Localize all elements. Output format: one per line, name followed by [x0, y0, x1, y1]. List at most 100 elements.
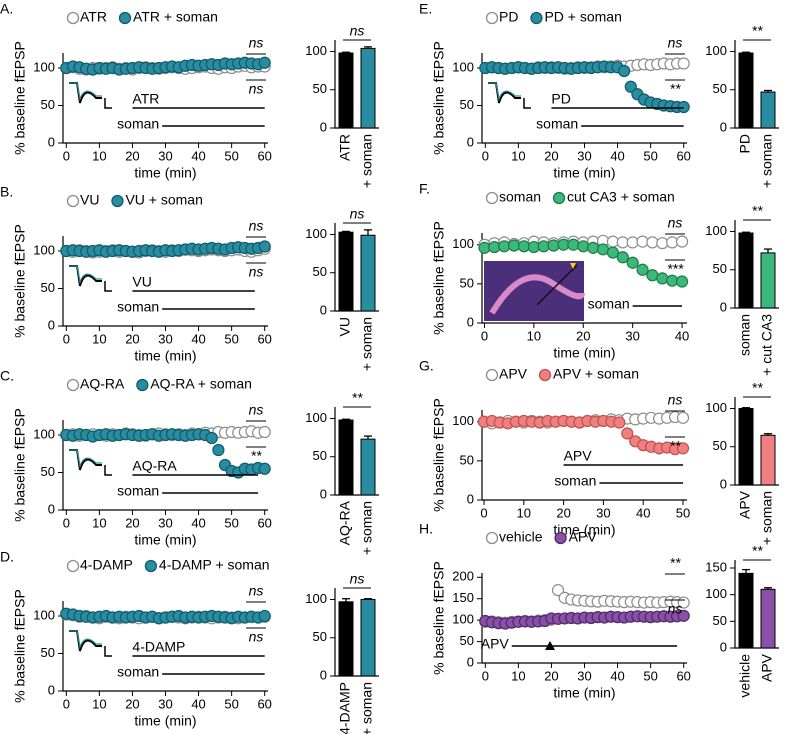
inset-trace: [69, 82, 102, 104]
x-tick-label: 50: [224, 148, 238, 163]
y-tick-label: 50: [313, 264, 327, 279]
treatment-label: APV: [564, 448, 593, 464]
x-tick-label: 40: [675, 328, 689, 343]
x-tick-label: + soman: [359, 134, 375, 188]
y-tick-label: 100: [305, 43, 327, 58]
x-tick-label: 60: [257, 515, 271, 530]
bar: [738, 572, 754, 649]
bar: [738, 52, 754, 129]
x-tick-label: VU: [337, 317, 353, 336]
data-point: [258, 425, 271, 439]
x-tick-label: 20: [125, 331, 139, 346]
panel-label: A.: [0, 1, 13, 17]
data-point: [606, 246, 620, 259]
legend-label: APV: [569, 529, 598, 545]
significance-label: ns: [350, 206, 365, 222]
significance-label: **: [251, 448, 262, 464]
y-tick-label: 100: [305, 591, 327, 606]
x-tick-label: 40: [191, 331, 205, 346]
treatment-label: AQ-RA: [132, 458, 177, 474]
legend-label: 4-DAMP + soman: [159, 557, 270, 573]
y-tick-label: 0: [320, 486, 327, 501]
x-tick-label: 50: [224, 515, 238, 530]
legend-label: APV + soman: [553, 366, 639, 382]
significance-label: **: [752, 543, 763, 559]
x-tick-label: 50: [224, 696, 238, 711]
significance-label: **: [670, 438, 681, 454]
x-tick-label: 0: [480, 505, 487, 520]
y-tick-label: 50: [713, 81, 727, 96]
treatment-label: soman: [117, 299, 159, 315]
x-tick-label: 60: [257, 331, 271, 346]
legend-label: VU + soman: [125, 192, 202, 208]
x-axis-label: time (min): [553, 165, 615, 181]
significance-label: ns: [249, 583, 264, 599]
x-tick-label: 60: [257, 148, 271, 163]
x-tick-label: 0: [482, 148, 489, 163]
legend-marker: [538, 368, 552, 382]
data-point: [675, 275, 689, 288]
x-tick-label: 4-DAMP: [337, 682, 353, 734]
y-tick-label: 0: [48, 134, 55, 149]
data-point: [626, 256, 639, 269]
x-tick-label: APV: [759, 653, 775, 682]
y-tick-label: 0: [467, 654, 474, 669]
inset-trace: [69, 265, 102, 287]
inset-trace: [69, 449, 102, 469]
y-tick-label: 0: [320, 667, 327, 682]
inset-image-detail: [489, 274, 585, 315]
y-axis-label: % baseline fEPSP: [12, 589, 28, 703]
legend-label: VU: [80, 192, 99, 208]
x-tick-label: 0: [482, 668, 489, 683]
x-tick-label: 20: [125, 148, 139, 163]
scale-bar: [523, 98, 531, 109]
legend-marker: [485, 191, 499, 205]
y-tick-label: 150: [452, 590, 474, 605]
x-tick-label: + soman: [359, 317, 375, 371]
panel-label: F.: [419, 181, 430, 197]
x-tick-label: 10: [92, 331, 106, 346]
data-point: [587, 241, 600, 254]
x-tick-label: ATR: [337, 134, 353, 161]
y-axis-label: % baseline fEPSP: [12, 224, 28, 338]
y-tick-label: 50: [713, 261, 727, 276]
x-tick-label: 10: [527, 328, 541, 343]
legend-label: soman: [499, 189, 541, 205]
significance-label: ns: [249, 264, 264, 280]
x-tick-label: 10: [511, 148, 525, 163]
x-axis-label: time (min): [134, 532, 196, 548]
legend-marker: [552, 191, 566, 205]
y-tick-label: 50: [41, 280, 55, 295]
data-point: [258, 609, 271, 623]
legend-marker: [111, 194, 124, 208]
bar: [360, 234, 376, 312]
y-tick-label: 100: [452, 59, 474, 74]
data-point: [577, 240, 590, 253]
scale-bar: [104, 98, 112, 109]
inset-trace: [69, 630, 102, 652]
panel-label: C.: [0, 368, 14, 384]
significance-label: ns: [668, 601, 683, 617]
data-point: [212, 443, 225, 457]
x-axis-label: time (min): [553, 345, 615, 361]
treatment-label: soman: [117, 483, 159, 499]
panel-label: D.: [0, 549, 14, 565]
significance-label: ns: [668, 215, 683, 231]
treatment-label: soman: [117, 116, 159, 132]
significance-label: ns: [350, 23, 365, 39]
x-tick-label: 30: [577, 668, 591, 683]
x-axis-label: time (min): [553, 685, 615, 701]
x-tick-label: 10: [92, 148, 106, 163]
significance-label: **: [352, 390, 363, 406]
panel-label: B.: [0, 184, 13, 200]
significance-label: ns: [668, 392, 683, 408]
bar: [760, 588, 776, 649]
legend-marker: [136, 378, 149, 392]
y-tick-label: 0: [48, 501, 55, 516]
bar: [338, 419, 354, 496]
panel-label: H.: [419, 521, 433, 537]
legend-label: AQ-RA: [80, 376, 125, 392]
data-point: [624, 80, 637, 93]
